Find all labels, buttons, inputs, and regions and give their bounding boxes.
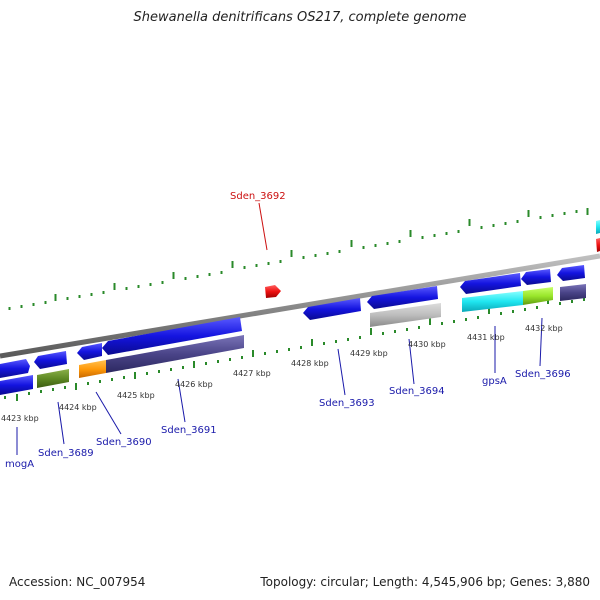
cog-blocks [0, 284, 586, 395]
gene-arrow[interactable] [460, 273, 521, 294]
gene-label-gpsa[interactable]: gpsA [482, 376, 507, 387]
gene-arrow[interactable] [367, 286, 438, 309]
tick-label: 4428 kbp [291, 359, 329, 368]
tick-labels: 4423 kbp 4424 kbp 4425 kbp 4426 kbp 4427… [1, 324, 563, 423]
inner-tick-track [4, 297, 585, 401]
tick-label: 4430 kbp [408, 340, 446, 349]
gene-block-olive[interactable] [37, 369, 69, 388]
gene-arrow[interactable] [34, 351, 67, 369]
gene-label-sden-3694[interactable]: Sden_3694 [389, 386, 445, 397]
tick-label: 4429 kbp [350, 349, 388, 358]
tick-label: 4426 kbp [175, 380, 213, 389]
tick-label: 4425 kbp [117, 391, 155, 400]
gene-arrow[interactable] [0, 359, 30, 378]
gene-block-gray[interactable] [370, 303, 441, 327]
tick-label: 4432 kbp [525, 324, 563, 333]
accession-text: Accession: NC_007954 [9, 575, 146, 589]
gene-arrow[interactable] [77, 343, 102, 360]
gene-label-sden-3696[interactable]: Sden_3696 [515, 369, 571, 380]
gene-block-blue[interactable] [0, 375, 33, 395]
gene-label-sden-3691[interactable]: Sden_3691 [161, 425, 217, 436]
forward-strand-genes [0, 265, 585, 378]
gene-block-purple[interactable] [106, 335, 244, 373]
genome-backbone [0, 253, 600, 359]
map-title: Shewanella denitrificans OS217, complete… [133, 10, 467, 25]
gene-block-cyan-edge[interactable] [596, 220, 600, 234]
gene-arrow[interactable] [557, 265, 585, 281]
gene-label-moga[interactable]: mogA [5, 459, 34, 470]
gene-label-sden-3689[interactable]: Sden_3689 [38, 448, 94, 459]
gene-label-sden-3690[interactable]: Sden_3690 [96, 437, 152, 448]
highlighted-gene-sden-3692[interactable] [265, 285, 281, 298]
gene-block-cyan[interactable] [462, 291, 523, 312]
gene-block-purple[interactable] [560, 284, 586, 301]
gene-block-lime[interactable] [523, 287, 553, 305]
gene-label-sden-3693[interactable]: Sden_3693 [319, 398, 375, 409]
gene-arrow[interactable] [102, 317, 242, 355]
gene-block-orange[interactable] [79, 360, 106, 378]
tick-label: 4427 kbp [233, 369, 271, 378]
gene-label-sden-3692[interactable]: Sden_3692 [230, 191, 286, 202]
label-leader-lines [16, 202, 543, 455]
tick-label: 4423 kbp [1, 414, 39, 423]
genome-summary-text: Topology: circular; Length: 4,545,906 bp… [260, 575, 590, 589]
tick-label: 4431 kbp [467, 333, 505, 342]
gene-arrow[interactable] [303, 298, 361, 320]
gene-labels: Sden_3692 mogA Sden_3689 Sden_3690 Sden_… [5, 191, 571, 470]
outer-tick-track [8, 208, 589, 310]
tick-label: 4424 kbp [59, 403, 97, 412]
gene-arrow[interactable] [521, 269, 551, 285]
gene-block-red-edge[interactable] [596, 238, 600, 252]
